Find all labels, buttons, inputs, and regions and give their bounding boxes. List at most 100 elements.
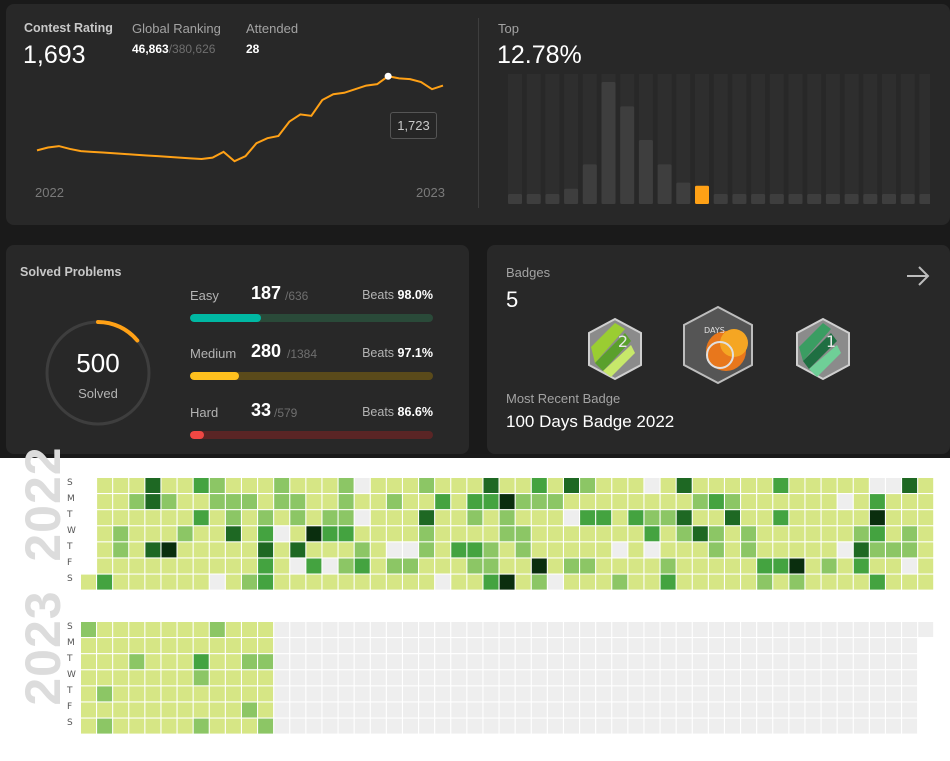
heatmap-cell[interactable]	[564, 558, 579, 574]
heatmap-cell[interactable]	[403, 510, 418, 526]
heatmap-cell[interactable]	[258, 574, 274, 590]
heatmap-cell[interactable]	[467, 542, 483, 558]
heatmap-cell[interactable]	[113, 494, 129, 510]
heatmap-cell[interactable]	[129, 526, 145, 542]
heatmap-cell[interactable]	[193, 558, 209, 574]
heatmap-cell[interactable]	[145, 526, 161, 542]
heatmap-cell[interactable]	[370, 478, 386, 493]
distribution-bar[interactable]	[825, 194, 840, 204]
heatmap-cell[interactable]	[354, 494, 370, 510]
heatmap-cell[interactable]	[209, 542, 225, 558]
heatmap-cell[interactable]	[145, 510, 161, 526]
heatmap-cell[interactable]	[161, 478, 177, 493]
heatmap-cell[interactable]	[435, 526, 451, 542]
heatmap-cell[interactable]	[451, 510, 467, 526]
heatmap-cell[interactable]	[403, 542, 418, 558]
heatmap-cell[interactable]	[805, 558, 821, 574]
heatmap-cell[interactable]	[564, 494, 579, 510]
heatmap-cell[interactable]	[354, 478, 370, 493]
heatmap-cell[interactable]	[177, 510, 193, 526]
heatmap-cell[interactable]	[209, 494, 225, 510]
heatmap-cell[interactable]	[386, 558, 402, 574]
heatmap-cell[interactable]	[129, 510, 145, 526]
heatmap-cell[interactable]	[403, 574, 418, 590]
heatmap-cell[interactable]	[274, 542, 290, 558]
heatmap-cell[interactable]	[660, 558, 676, 574]
distribution-bar[interactable]	[769, 194, 784, 204]
heatmap-cell[interactable]	[902, 494, 918, 510]
heatmap-cell[interactable]	[322, 494, 338, 510]
distribution-bar[interactable]	[564, 188, 579, 204]
heatmap-cell[interactable]	[612, 510, 628, 526]
heatmap-cell[interactable]	[886, 574, 901, 590]
heatmap-cell[interactable]	[725, 526, 740, 542]
heatmap-cell[interactable]	[242, 510, 257, 526]
heatmap-cell[interactable]	[274, 558, 290, 574]
heatmap-cell[interactable]	[258, 526, 274, 542]
heatmap-cell[interactable]	[451, 526, 467, 542]
distribution-bar[interactable]	[713, 194, 728, 204]
heatmap-cell[interactable]	[274, 574, 290, 590]
heatmap-cell[interactable]	[129, 558, 145, 574]
heatmap-cell[interactable]	[837, 574, 853, 590]
heatmap-cell[interactable]	[902, 558, 918, 574]
heatmap-cell[interactable]	[531, 526, 547, 542]
heatmap-cell[interactable]	[419, 558, 435, 574]
heatmap-cell[interactable]	[531, 494, 547, 510]
heatmap-cell[interactable]	[435, 494, 451, 510]
distribution-bar[interactable]	[676, 182, 691, 204]
heatmap-cell[interactable]	[757, 558, 773, 574]
heatmap-cell[interactable]	[805, 494, 821, 510]
heatmap-cell[interactable]	[564, 478, 579, 493]
heatmap-cell[interactable]	[789, 574, 805, 590]
heatmap-cell[interactable]	[113, 558, 129, 574]
heatmap-cell[interactable]	[97, 510, 113, 526]
heatmap-cell[interactable]	[403, 526, 418, 542]
heatmap-cell[interactable]	[853, 558, 869, 574]
heatmap-cell[interactable]	[628, 558, 644, 574]
heatmap-cell[interactable]	[886, 494, 901, 510]
heatmap-cell[interactable]	[773, 574, 789, 590]
heatmap-cell[interactable]	[403, 558, 418, 574]
heatmap-cell[interactable]	[161, 510, 177, 526]
heatmap-cell[interactable]	[644, 542, 660, 558]
distribution-bar[interactable]	[788, 194, 803, 204]
heatmap-cell[interactable]	[225, 558, 241, 574]
heatmap-cell[interactable]	[451, 494, 467, 510]
heatmap-cell[interactable]	[580, 494, 596, 510]
badge-jan-icon[interactable]: 1	[793, 317, 853, 381]
heatmap-cell[interactable]	[129, 478, 145, 493]
heatmap-cell[interactable]	[725, 510, 740, 526]
heatmap-cell[interactable]	[708, 494, 724, 510]
heatmap-cell[interactable]	[644, 526, 660, 542]
heatmap-cell[interactable]	[113, 574, 129, 590]
heatmap-cell[interactable]	[97, 558, 113, 574]
heatmap-cell[interactable]	[290, 478, 306, 493]
distribution-bar[interactable]	[844, 194, 859, 204]
heatmap-cell[interactable]	[322, 558, 338, 574]
heatmap-cell[interactable]	[547, 574, 563, 590]
heatmap-cell[interactable]	[322, 526, 338, 542]
heatmap-cell[interactable]	[499, 494, 515, 510]
heatmap-cell[interactable]	[869, 478, 885, 493]
heatmap-cell[interactable]	[692, 510, 708, 526]
heatmap-cell[interactable]	[676, 478, 692, 493]
badge-100-days-icon[interactable]: DAYS	[680, 305, 756, 385]
rating-line-chart[interactable]	[6, 64, 466, 174]
heatmap-cell[interactable]	[177, 558, 193, 574]
heatmap-cell[interactable]	[113, 478, 129, 493]
heatmap-cell[interactable]	[902, 478, 918, 493]
heatmap-cell[interactable]	[725, 542, 740, 558]
heatmap-cell[interactable]	[741, 526, 757, 542]
heatmap-cell[interactable]	[628, 542, 644, 558]
heatmap-cell[interactable]	[386, 574, 402, 590]
heatmap-cell[interactable]	[209, 510, 225, 526]
heatmap-cell[interactable]	[902, 526, 918, 542]
heatmap-cell[interactable]	[612, 494, 628, 510]
heatmap-cell[interactable]	[306, 478, 322, 493]
heatmap-cell[interactable]	[902, 574, 918, 590]
distribution-bar[interactable]	[732, 194, 747, 204]
heatmap-cell[interactable]	[177, 542, 193, 558]
distribution-bar[interactable]	[638, 139, 653, 204]
heatmap-cell[interactable]	[451, 542, 467, 558]
